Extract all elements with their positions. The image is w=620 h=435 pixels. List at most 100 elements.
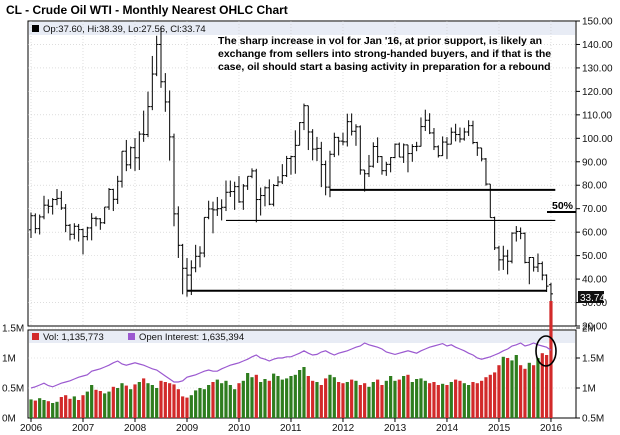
ohlc-bar xyxy=(436,145,441,158)
volume-bar xyxy=(198,388,202,418)
volume-bar xyxy=(458,380,462,418)
volume-tick-label: 0M xyxy=(2,414,16,425)
volume-bar xyxy=(350,379,354,418)
ohlc-bar xyxy=(327,150,332,198)
ohlc-bar xyxy=(475,141,480,156)
ohlc-bar xyxy=(80,228,85,255)
volume-bar xyxy=(315,382,319,418)
volume-bar xyxy=(107,391,111,418)
ohlc-bar xyxy=(33,213,38,234)
x-tick-label: 2009 xyxy=(176,423,199,434)
volume-bar xyxy=(293,374,297,418)
volume-y-axis-right: 0.5M 1M 1.5M 2M xyxy=(576,324,604,425)
last-price-tag: 33.74 xyxy=(578,291,605,304)
volume-bar xyxy=(406,374,410,418)
volume-bar xyxy=(72,396,76,418)
volume-bar xyxy=(289,376,293,418)
volume-bar xyxy=(246,373,250,418)
ohlc-bar xyxy=(128,146,133,169)
last-price-label: 33.74 xyxy=(580,293,605,304)
x-tick-label: 2013 xyxy=(384,423,407,434)
volume-bar xyxy=(181,396,185,418)
ohlc-bar xyxy=(115,175,120,204)
price-tick-label: 80.00 xyxy=(582,181,607,192)
volume-bar xyxy=(146,383,150,418)
price-tick-label: 20.00 xyxy=(582,322,607,333)
volume-bar xyxy=(449,382,453,418)
ohlc-bar xyxy=(349,113,354,136)
volume-bar xyxy=(363,383,367,418)
ohlc-bar xyxy=(392,143,397,159)
x-tick-label: 2015 xyxy=(488,423,511,434)
volume-bar xyxy=(250,377,254,418)
ohlc-bar xyxy=(29,212,33,239)
volume-bar xyxy=(241,380,245,418)
volume-bar xyxy=(410,382,414,418)
volume-bar xyxy=(454,379,458,418)
ohlc-bar xyxy=(141,110,146,142)
ohlc-bar xyxy=(427,113,432,135)
volume-bar xyxy=(506,358,510,418)
price-y-axis: 20.00 30.00 40.00 50.00 60.00 70.00 80.00 90.00… xyxy=(576,17,613,333)
volume-bar xyxy=(259,382,263,418)
ohlc-bar xyxy=(72,223,77,240)
ohlc-bar xyxy=(505,249,510,275)
volume-bar xyxy=(168,383,172,418)
volume-bar xyxy=(51,403,55,418)
ohlc-bar xyxy=(462,127,467,141)
open-interest-line xyxy=(30,342,552,389)
ohlc-bar xyxy=(540,261,545,281)
volume-bar xyxy=(224,380,228,418)
ohlc-bar xyxy=(301,103,306,131)
volume-bar xyxy=(510,360,514,418)
ohlc-bar xyxy=(223,180,228,212)
ohlc-bar xyxy=(132,138,137,171)
ohlc-bar xyxy=(544,274,549,292)
ohlc-bar xyxy=(145,91,150,138)
oi-tick-label: 0.5M xyxy=(582,414,604,425)
volume-tick-label: 1.5M xyxy=(2,324,24,335)
volume-legend-swatch xyxy=(32,333,39,340)
ohlc-bar xyxy=(275,176,280,187)
ohlc-bar xyxy=(267,179,272,206)
volume-bar xyxy=(207,385,211,418)
price-tick-label: 30.00 xyxy=(582,298,607,309)
volume-bar xyxy=(484,377,488,418)
volume-bar xyxy=(59,397,63,418)
x-tick-label: 2007 xyxy=(72,423,95,434)
volume-bar xyxy=(29,399,33,418)
ohlc-bar xyxy=(375,137,380,163)
volume-bar xyxy=(77,400,81,418)
ohlc-bar xyxy=(431,127,436,151)
price-tick-label: 90.00 xyxy=(582,157,607,168)
ohlc-bar xyxy=(293,130,298,174)
ohlc-bar xyxy=(384,161,389,176)
fifty-percent-label: 50% xyxy=(552,200,574,212)
ohlc-bar xyxy=(215,196,220,216)
ohlc-bar xyxy=(288,155,293,175)
ohlc-bar xyxy=(176,206,181,258)
price-panel xyxy=(27,20,577,327)
volume-bar xyxy=(532,365,536,418)
volume-bar xyxy=(415,379,419,418)
ohlc-bar xyxy=(171,133,176,227)
volume-bar xyxy=(111,386,115,418)
volume-bar xyxy=(142,378,146,418)
volume-bar xyxy=(367,386,371,418)
volume-bar xyxy=(68,398,72,418)
volume-bar xyxy=(545,355,549,418)
ohlc-bar xyxy=(336,136,341,156)
ohlc-bar xyxy=(514,226,519,242)
volume-tick-label: 1M xyxy=(2,354,16,365)
volume-bar xyxy=(94,389,98,418)
ohlc-bar xyxy=(418,117,423,147)
ohlc-bar xyxy=(518,227,523,240)
volume-bar xyxy=(211,382,215,418)
ohlc-bar xyxy=(241,184,246,210)
volume-bar xyxy=(150,385,154,418)
ohlc-bar xyxy=(137,131,142,170)
price-tick-label: 100.00 xyxy=(582,134,613,145)
volume-bar xyxy=(519,365,523,418)
volume-bar xyxy=(81,395,85,418)
ohlc-bar xyxy=(167,90,172,161)
